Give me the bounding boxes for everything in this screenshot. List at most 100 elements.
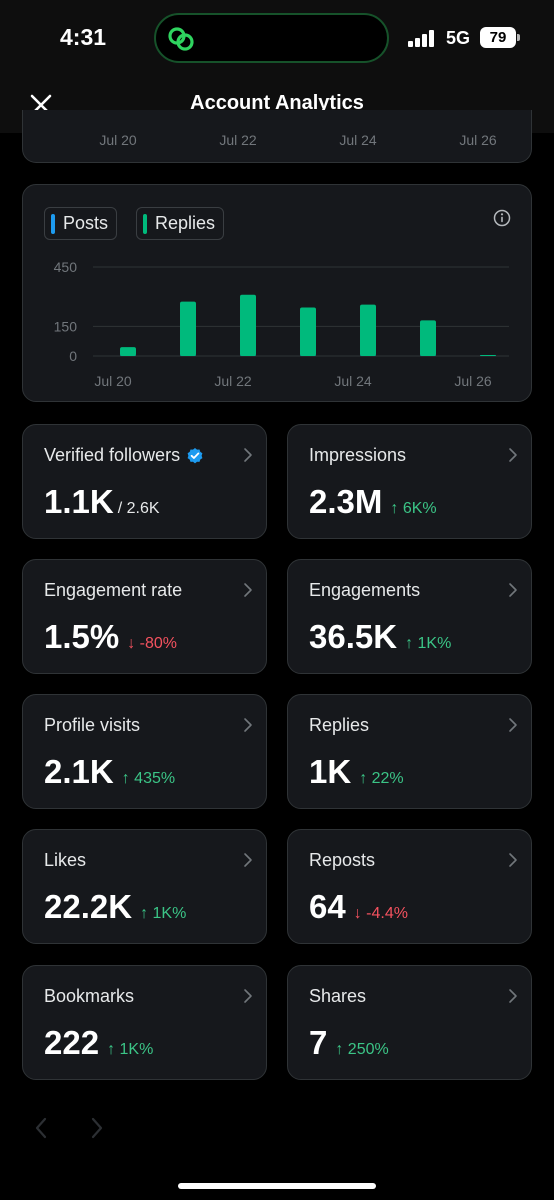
metric-change: ↑ 6K%: [390, 500, 437, 517]
legend-posts[interactable]: Posts: [44, 207, 118, 240]
legend-replies[interactable]: Replies: [136, 207, 225, 240]
legend-label: Posts: [63, 213, 109, 233]
metric-value: 1K: [309, 753, 352, 790]
metric-change: ↓ -80%: [127, 635, 178, 652]
bar-replies: [180, 301, 196, 356]
metric-card[interactable]: Reposts 64 ↓ -4.4%: [287, 829, 532, 944]
chevron-right-icon: [244, 718, 252, 732]
chevron-right-icon: [244, 448, 252, 462]
chevron-right-icon: [509, 989, 517, 1003]
battery-icon: 79: [480, 27, 516, 48]
bar-replies: [300, 307, 316, 356]
metric-label-text: Bookmarks: [44, 986, 135, 1006]
chevron-right-icon: [509, 853, 517, 867]
cellular-signal-icon: [408, 30, 436, 47]
metric-label-text: Engagement rate: [44, 580, 183, 600]
metric-label: Verified followers: [44, 445, 204, 466]
chevron-right-icon: [509, 583, 517, 597]
chevron-right-icon: [244, 583, 252, 597]
metric-value: 1.1K: [44, 483, 114, 520]
metric-label: Reposts: [309, 850, 375, 871]
bar-chart: 450 150 0 Jul 20 Jul 22 Jul 24 Jul 26: [54, 259, 509, 389]
status-time: 4:31: [60, 24, 107, 50]
x-tick-label: Jul 26: [454, 373, 492, 389]
metric-value: 2.3M: [309, 483, 383, 520]
metric-change: ↑ 22%: [359, 770, 404, 787]
chevron-right-icon[interactable]: [88, 1115, 106, 1141]
metric-label-text: Profile visits: [44, 715, 141, 735]
y-tick-label: 450: [54, 259, 78, 275]
metric-label-text: Engagements: [309, 580, 421, 600]
status-bar: 4:31 5G 79: [0, 0, 554, 78]
bar-replies: [240, 294, 256, 356]
metric-value: 22.2K: [44, 888, 133, 925]
y-tick-label: 0: [69, 348, 77, 364]
metric-label: Replies: [309, 715, 369, 736]
metric-value: 7: [309, 1024, 328, 1061]
bar-replies: [420, 320, 436, 356]
chevron-left-icon[interactable]: [32, 1115, 50, 1141]
metric-card[interactable]: Shares 7 ↑ 250%: [287, 965, 532, 1080]
metric-label-text: Replies: [309, 715, 370, 735]
metric-change: ↑ 1K%: [107, 1041, 154, 1058]
verified-badge-icon: [187, 447, 203, 463]
metric-card[interactable]: Engagements 36.5K ↑ 1K%: [287, 559, 532, 674]
x-tick-label: Jul 24: [334, 373, 372, 389]
metric-value: 222: [44, 1024, 100, 1061]
metric-value-row: 2.1K ↑ 435%: [44, 753, 175, 791]
metric-value-row: 64 ↓ -4.4%: [309, 888, 408, 926]
metric-value: 36.5K: [309, 618, 398, 655]
legend-swatch: [51, 213, 55, 234]
x-tick-label: Jul 20: [94, 373, 132, 389]
metric-label-text: Verified followers: [44, 445, 181, 465]
x-tick-label: Jul 22: [214, 373, 252, 389]
info-icon[interactable]: [493, 209, 511, 227]
metric-value-row: 1K ↑ 22%: [309, 753, 404, 791]
metric-label: Engagements: [309, 580, 420, 601]
metric-card[interactable]: Impressions 2.3M ↑ 6K%: [287, 424, 532, 539]
metric-value-row: 1.5% ↓ -80%: [44, 618, 177, 656]
metric-change: ↑ 1K%: [405, 635, 452, 652]
metric-change: ↑ 250%: [335, 1041, 389, 1058]
x-tick-label: Jul 26: [459, 132, 497, 148]
metric-label-text: Shares: [309, 986, 367, 1006]
battery-tip: [517, 34, 520, 41]
bar-replies: [480, 355, 496, 356]
metric-value-row: 1.1K/ 2.6K: [44, 483, 160, 521]
chevron-right-icon: [244, 853, 252, 867]
metric-label: Likes: [44, 850, 86, 871]
metric-value-row: 2.3M ↑ 6K%: [309, 483, 437, 521]
x-tick-label: Jul 24: [339, 132, 377, 148]
chevron-right-icon: [244, 989, 252, 1003]
metric-card[interactable]: Likes 22.2K ↑ 1K%: [22, 829, 267, 944]
metric-value-row: 36.5K ↑ 1K%: [309, 618, 451, 656]
metric-label-text: Likes: [44, 850, 87, 870]
metric-card[interactable]: Replies 1K ↑ 22%: [287, 694, 532, 809]
metric-card[interactable]: Profile visits 2.1K ↑ 435%: [22, 694, 267, 809]
metric-card[interactable]: Verified followers 1.1K/ 2.6K: [22, 424, 267, 539]
metric-card[interactable]: Bookmarks 222 ↑ 1K%: [22, 965, 267, 1080]
metric-label-text: Impressions: [309, 445, 407, 465]
y-tick-label: 150: [54, 318, 78, 334]
bar-replies: [120, 347, 136, 356]
page-title: Account Analytics: [190, 92, 364, 114]
metric-label: Bookmarks: [44, 986, 134, 1007]
legend-swatch: [143, 213, 147, 234]
metric-value-row: 22.2K ↑ 1K%: [44, 888, 186, 926]
home-indicator[interactable]: [178, 1183, 376, 1189]
metric-change: ↓ -4.4%: [353, 905, 408, 922]
previous-chart-card: Jul 20 Jul 22 Jul 24 Jul 26: [22, 110, 532, 163]
metric-value: 2.1K: [44, 753, 114, 790]
metric-value: 64: [309, 888, 346, 925]
metric-total: / 2.6K: [117, 500, 160, 517]
metric-card[interactable]: Engagement rate 1.5% ↓ -80%: [22, 559, 267, 674]
metric-label: Impressions: [309, 445, 406, 466]
metric-change: ↑ 435%: [121, 770, 176, 787]
activity-chart-card: Posts Replies 450 150 0 Jul 20 Jul 22 Jul 24 J…: [22, 184, 532, 402]
metric-label: Profile visits: [44, 715, 140, 736]
dynamic-island[interactable]: [154, 13, 389, 63]
network-type: 5G: [446, 28, 471, 48]
metric-value-row: 222 ↑ 1K%: [44, 1024, 153, 1062]
link-chain-icon: [168, 27, 194, 51]
metric-label: Shares: [309, 986, 366, 1007]
